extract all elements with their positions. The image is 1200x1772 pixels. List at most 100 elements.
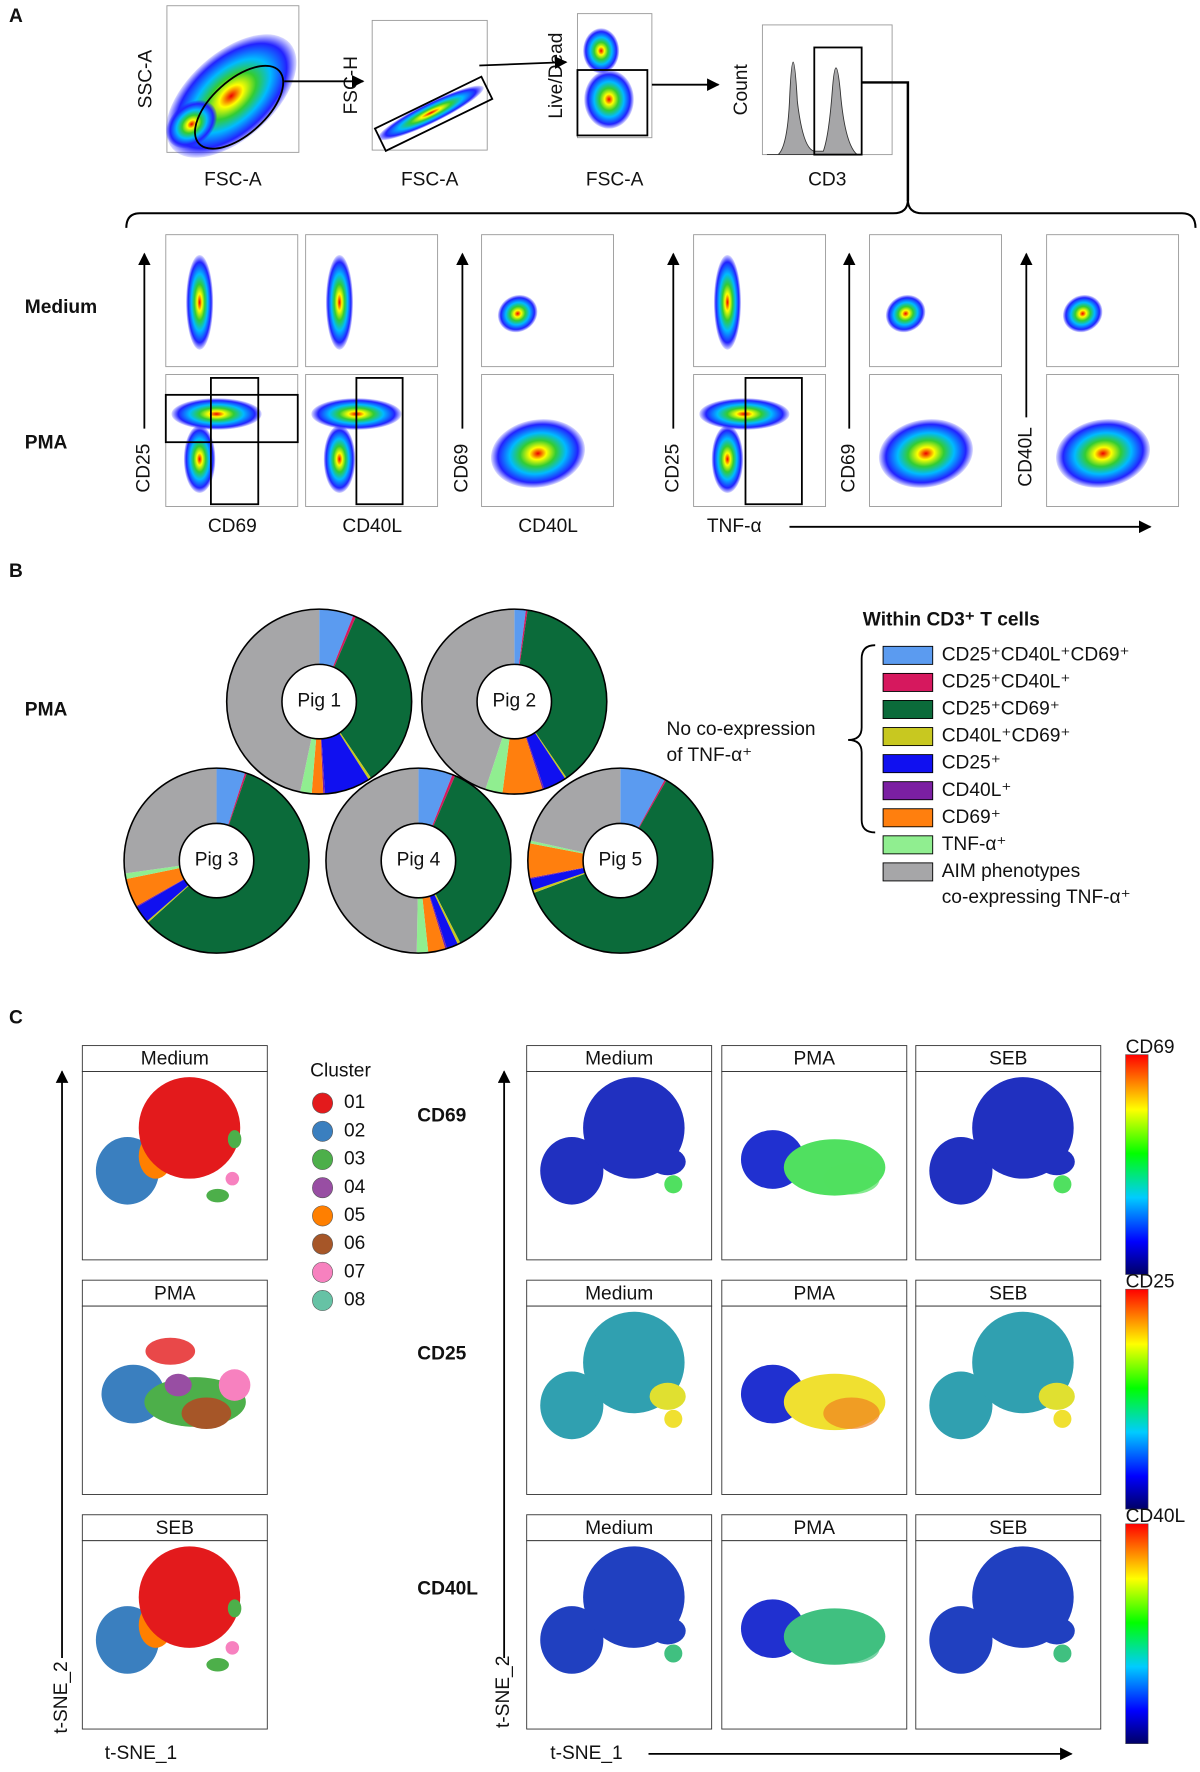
donut-outline: [421, 608, 608, 795]
donut-segment: [519, 610, 607, 778]
gate: [576, 69, 649, 137]
legend-label: 04: [344, 1177, 366, 1198]
donut-segment: [136, 879, 189, 922]
donut-outline: [123, 767, 310, 954]
gate: [210, 377, 260, 506]
donut-segment: [418, 768, 453, 827]
tsne-cells: [540, 1136, 604, 1205]
facet-header: [526, 1514, 713, 1542]
legend-marker: [312, 1290, 333, 1311]
plot-frame: [481, 374, 614, 507]
donut-hole: [582, 822, 659, 899]
legend-swatch: [882, 754, 934, 774]
facet-header: [721, 1045, 908, 1072]
legend-label: CD40L⁺: [942, 780, 1012, 801]
tsne-cells: [225, 1641, 240, 1655]
density-blob: [713, 254, 741, 350]
legend-marker: [312, 1205, 333, 1227]
colorbar-label: CD69: [1126, 1037, 1175, 1058]
donut-segment: [124, 768, 217, 874]
legend-label: 02: [344, 1120, 365, 1141]
facet-header: [526, 1045, 713, 1072]
x-axis-label: t-SNE_1: [105, 1743, 177, 1764]
donut-segment: [534, 732, 567, 779]
legend-marker: [312, 1261, 333, 1283]
facet-header: [81, 1045, 268, 1072]
facet-title: SEB: [989, 1518, 1027, 1539]
plot-frame: [481, 234, 614, 368]
facet-title: PMA: [794, 1049, 836, 1070]
donut-segment: [146, 885, 189, 923]
tsne-cells: [823, 1397, 880, 1430]
colorbar: [1125, 1288, 1149, 1510]
gate: [813, 46, 863, 156]
legend-title: Cluster: [310, 1061, 371, 1082]
legend-label: CD25⁺CD40L⁺CD69⁺: [942, 644, 1130, 665]
donut-segment: [216, 768, 246, 826]
legend-label: 01: [344, 1092, 365, 1113]
tsne-cells: [1053, 1409, 1072, 1428]
density-blob: [497, 294, 538, 333]
density-blob: [878, 419, 973, 488]
tsne-cells: [227, 1599, 242, 1618]
donut-outline: [325, 767, 512, 954]
tsne-cells: [138, 1077, 241, 1179]
legend-label: CD25⁺: [942, 753, 1001, 774]
donut-segment: [525, 736, 545, 790]
tsne-cells: [1038, 1382, 1075, 1410]
facet-title: PMA: [794, 1283, 836, 1304]
tsne-cells: [145, 1337, 196, 1365]
colorbar-label: CD40L: [1126, 1506, 1186, 1527]
y-axis-label: t-SNE_2: [51, 1661, 72, 1733]
plot-frame: [693, 234, 827, 368]
legend-swatch: [882, 727, 934, 747]
donut-segment: [529, 840, 584, 854]
density-blob: [166, 100, 217, 149]
row-label: CD40L: [417, 1578, 478, 1599]
connector: [861, 81, 910, 201]
donut-segment: [125, 868, 185, 907]
donut-segment: [325, 768, 419, 954]
legend-label: CD25⁺CD40L⁺: [942, 671, 1071, 692]
legend-swatch: [882, 781, 934, 801]
donut-segment: [530, 768, 621, 853]
panel-label: C: [9, 1008, 23, 1029]
donut-label: Pig 4: [397, 850, 441, 871]
donut-segment: [502, 737, 543, 795]
facet-title: Medium: [585, 1283, 653, 1304]
panel-label: A: [9, 6, 23, 27]
facet-title: Medium: [141, 1049, 209, 1070]
donut-label: Pig 5: [598, 850, 642, 871]
tsne-cells: [225, 1171, 240, 1186]
density-blob: [711, 425, 744, 493]
legend-label: TNF-α⁺: [942, 834, 1007, 855]
gate: [373, 75, 494, 153]
brace: [848, 644, 876, 834]
donut-segment: [429, 894, 458, 949]
density-blob: [1062, 294, 1103, 333]
brace: [125, 199, 1197, 228]
facet-title: PMA: [154, 1283, 196, 1304]
plot-frame: [1046, 374, 1180, 507]
facet-title: Medium: [585, 1049, 653, 1070]
donut-segment: [433, 775, 511, 944]
donut-segment: [532, 872, 586, 894]
legend-label: CD40L⁺CD69⁺: [942, 726, 1071, 747]
tsne-cells: [664, 1175, 683, 1194]
x-axis-label: t-SNE_1: [550, 1743, 622, 1764]
density-blob: [377, 85, 484, 141]
density-blob: [699, 398, 790, 430]
row-label: CD25: [417, 1344, 466, 1365]
donut-segment: [620, 768, 665, 829]
tsne-cells: [649, 1617, 686, 1645]
legend-label: 05: [344, 1205, 365, 1226]
x-axis-label: CD69: [208, 516, 257, 537]
legend-label: 03: [344, 1149, 365, 1170]
facet-header: [915, 1045, 1102, 1072]
gate: [194, 64, 285, 150]
density-blob: [186, 254, 214, 350]
legend-marker: [312, 1233, 333, 1255]
legend-label: CD69⁺: [942, 807, 1001, 828]
density-blob: [583, 28, 620, 74]
y-axis-label: Count: [731, 64, 752, 116]
